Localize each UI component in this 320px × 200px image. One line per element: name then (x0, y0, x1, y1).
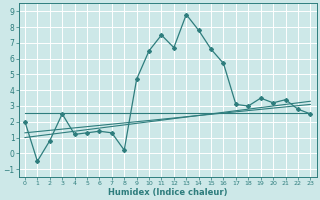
X-axis label: Humidex (Indice chaleur): Humidex (Indice chaleur) (108, 188, 228, 197)
